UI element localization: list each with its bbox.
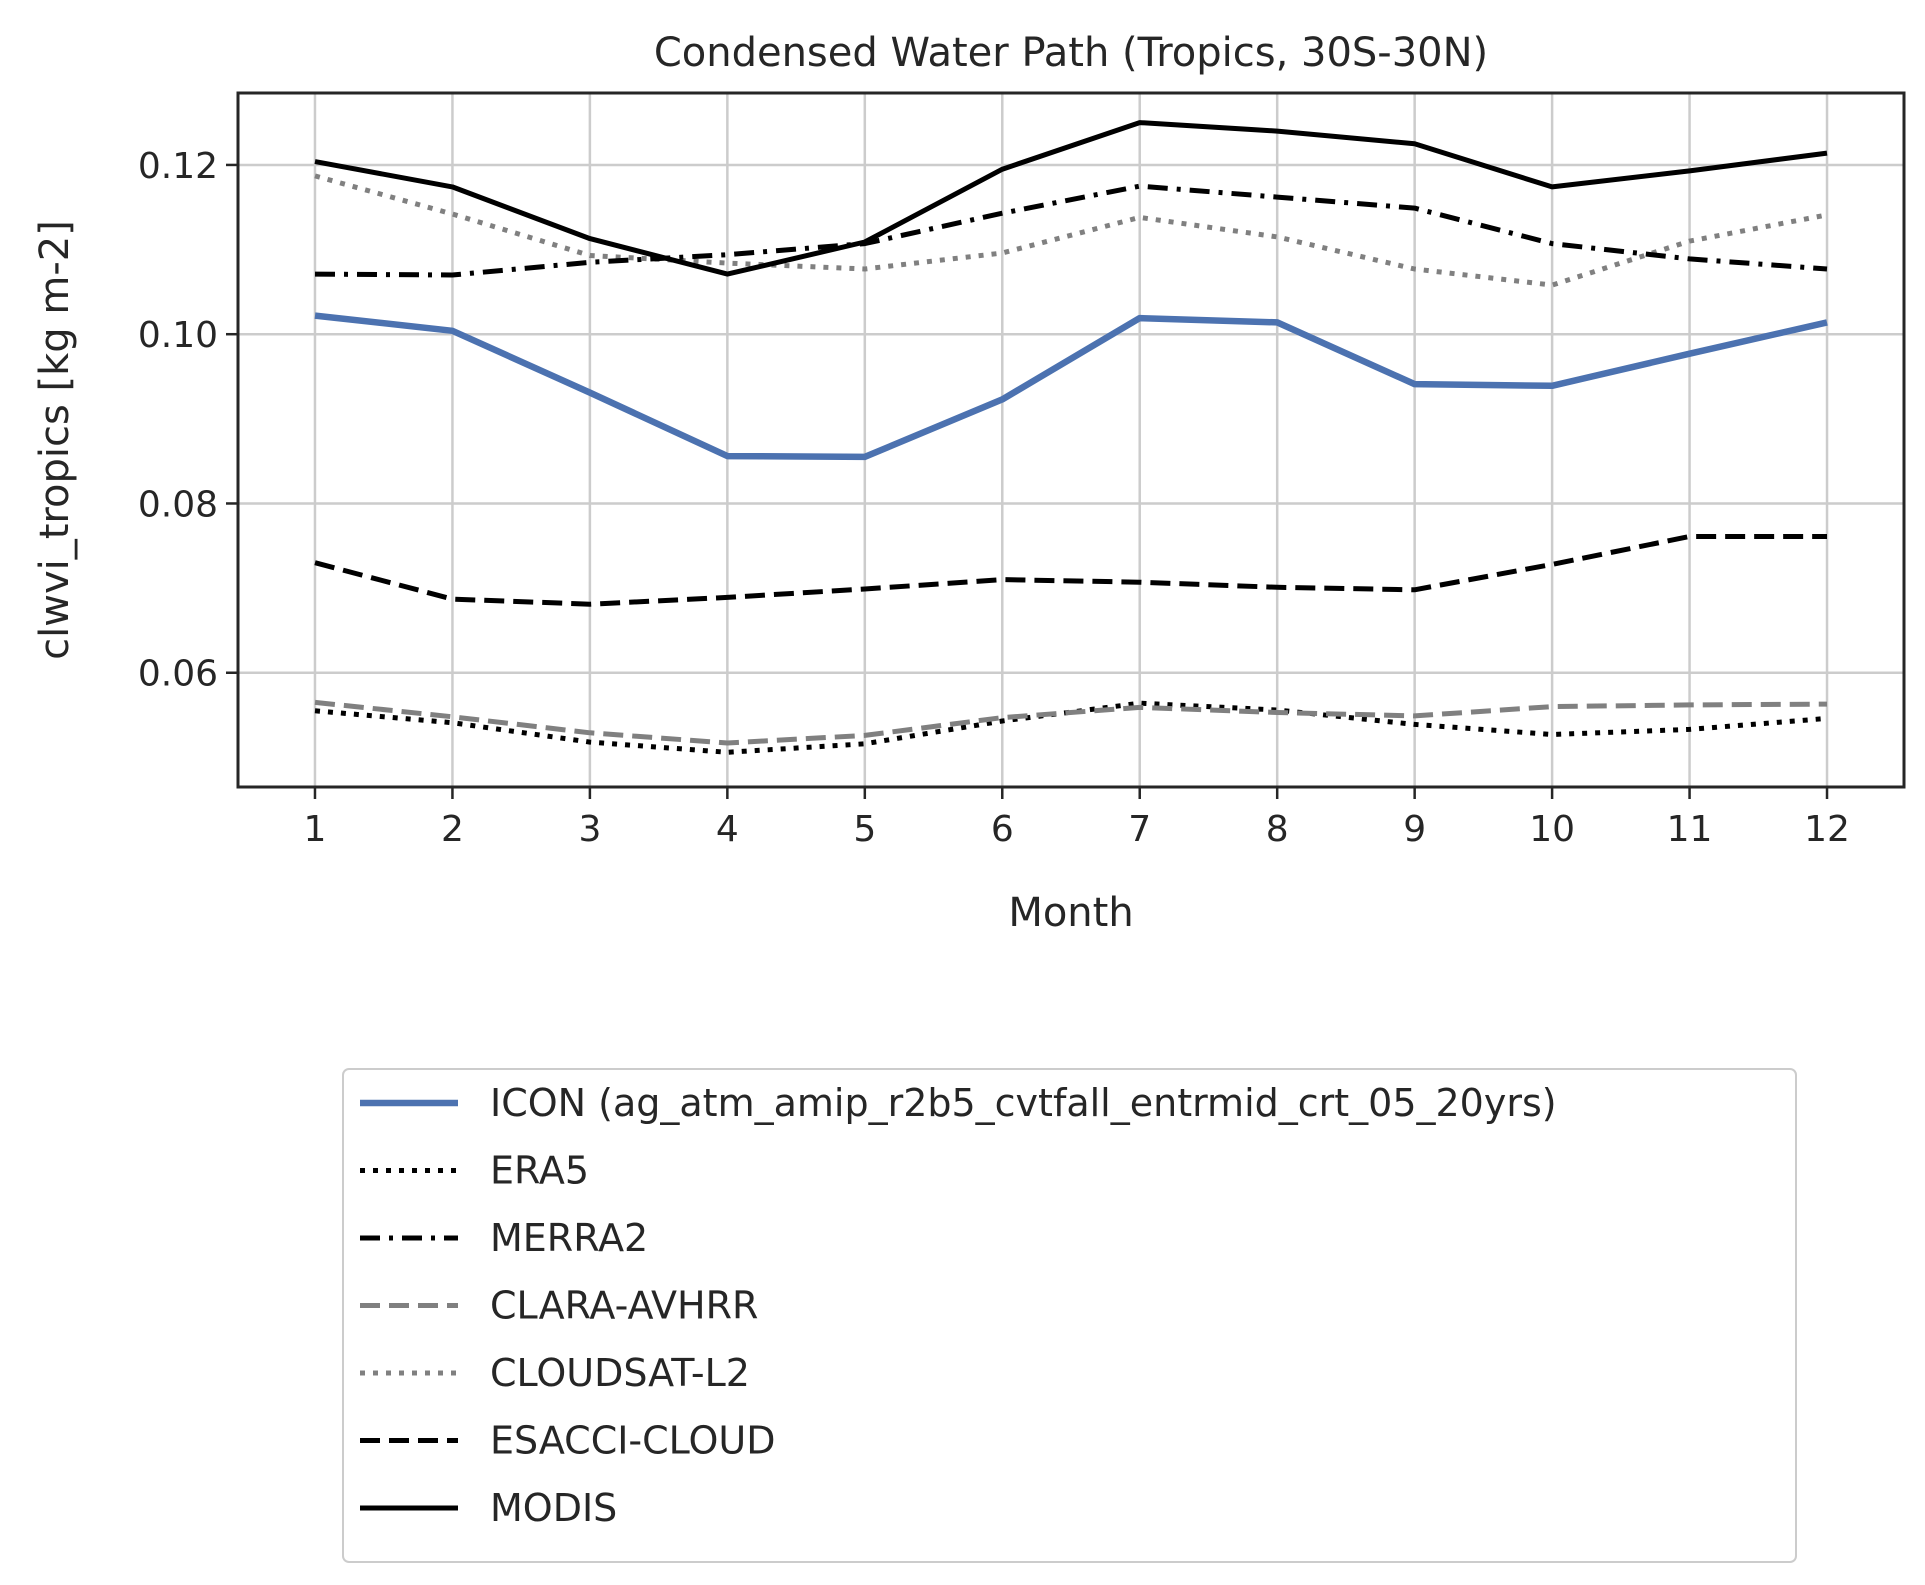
legend: ICON (ag_atm_amip_r2b5_cvtfall_entrmid_c… bbox=[342, 1068, 1797, 1563]
y-tick-label: 0.06 bbox=[138, 654, 218, 695]
legend-label-esacci-cloud: ESACCI-CLOUD bbox=[490, 1419, 775, 1463]
legend-label-cloudsat-l2: CLOUDSAT-L2 bbox=[490, 1351, 750, 1395]
x-tick-label: 7 bbox=[1128, 809, 1151, 850]
x-tick-label: 12 bbox=[1804, 809, 1850, 850]
series-line-cloudsat-l2 bbox=[314, 173, 1828, 288]
x-tick-label: 1 bbox=[304, 809, 327, 850]
series-line-clara-avhrr bbox=[314, 699, 1828, 746]
legend-label-merra2: MERRA2 bbox=[490, 1216, 648, 1260]
y-tick-label: 0.12 bbox=[138, 146, 218, 187]
x-tick-label: 3 bbox=[578, 809, 601, 850]
series-layer bbox=[314, 120, 1828, 755]
series-line-esacci-cloud bbox=[314, 534, 1827, 607]
legend-frame bbox=[342, 1068, 1797, 1563]
x-tick-label: 5 bbox=[853, 809, 876, 850]
legend-label-modis: MODIS bbox=[490, 1486, 617, 1530]
x-tick-label: 6 bbox=[991, 809, 1014, 850]
y-axis: 0.06 0.08 0.10 0.12 bbox=[138, 146, 238, 695]
legend-label-clara-avhrr: CLARA-AVHRR bbox=[490, 1284, 758, 1328]
x-tick-label: 11 bbox=[1667, 809, 1713, 850]
x-axis-title: Month bbox=[1008, 890, 1133, 936]
y-tick-label: 0.08 bbox=[138, 484, 218, 525]
y-axis-title: clwvi_tropics [kg m-2] bbox=[32, 220, 78, 660]
y-tick-label: 0.10 bbox=[138, 315, 218, 356]
chart-title: Condensed Water Path (Tropics, 30S-30N) bbox=[654, 30, 1488, 76]
series-line-merra2 bbox=[314, 183, 1828, 278]
x-tick-label: 10 bbox=[1529, 809, 1575, 850]
x-tick-label: 9 bbox=[1403, 809, 1426, 850]
series-line-modis bbox=[314, 120, 1828, 277]
x-tick-label: 2 bbox=[441, 809, 464, 850]
plot-frame bbox=[236, 91, 1906, 789]
x-axis: 1 2 3 4 5 6 7 8 9 10 11 12 bbox=[304, 787, 1850, 850]
series-line-icon bbox=[314, 312, 1828, 461]
x-tick-label: 4 bbox=[716, 809, 739, 850]
grid bbox=[238, 93, 1904, 787]
x-tick-label: 8 bbox=[1266, 809, 1289, 850]
legend-label-era5: ERA5 bbox=[490, 1149, 589, 1193]
legend-label-icon: ICON (ag_atm_amip_r2b5_cvtfall_entrmid_c… bbox=[490, 1081, 1557, 1125]
